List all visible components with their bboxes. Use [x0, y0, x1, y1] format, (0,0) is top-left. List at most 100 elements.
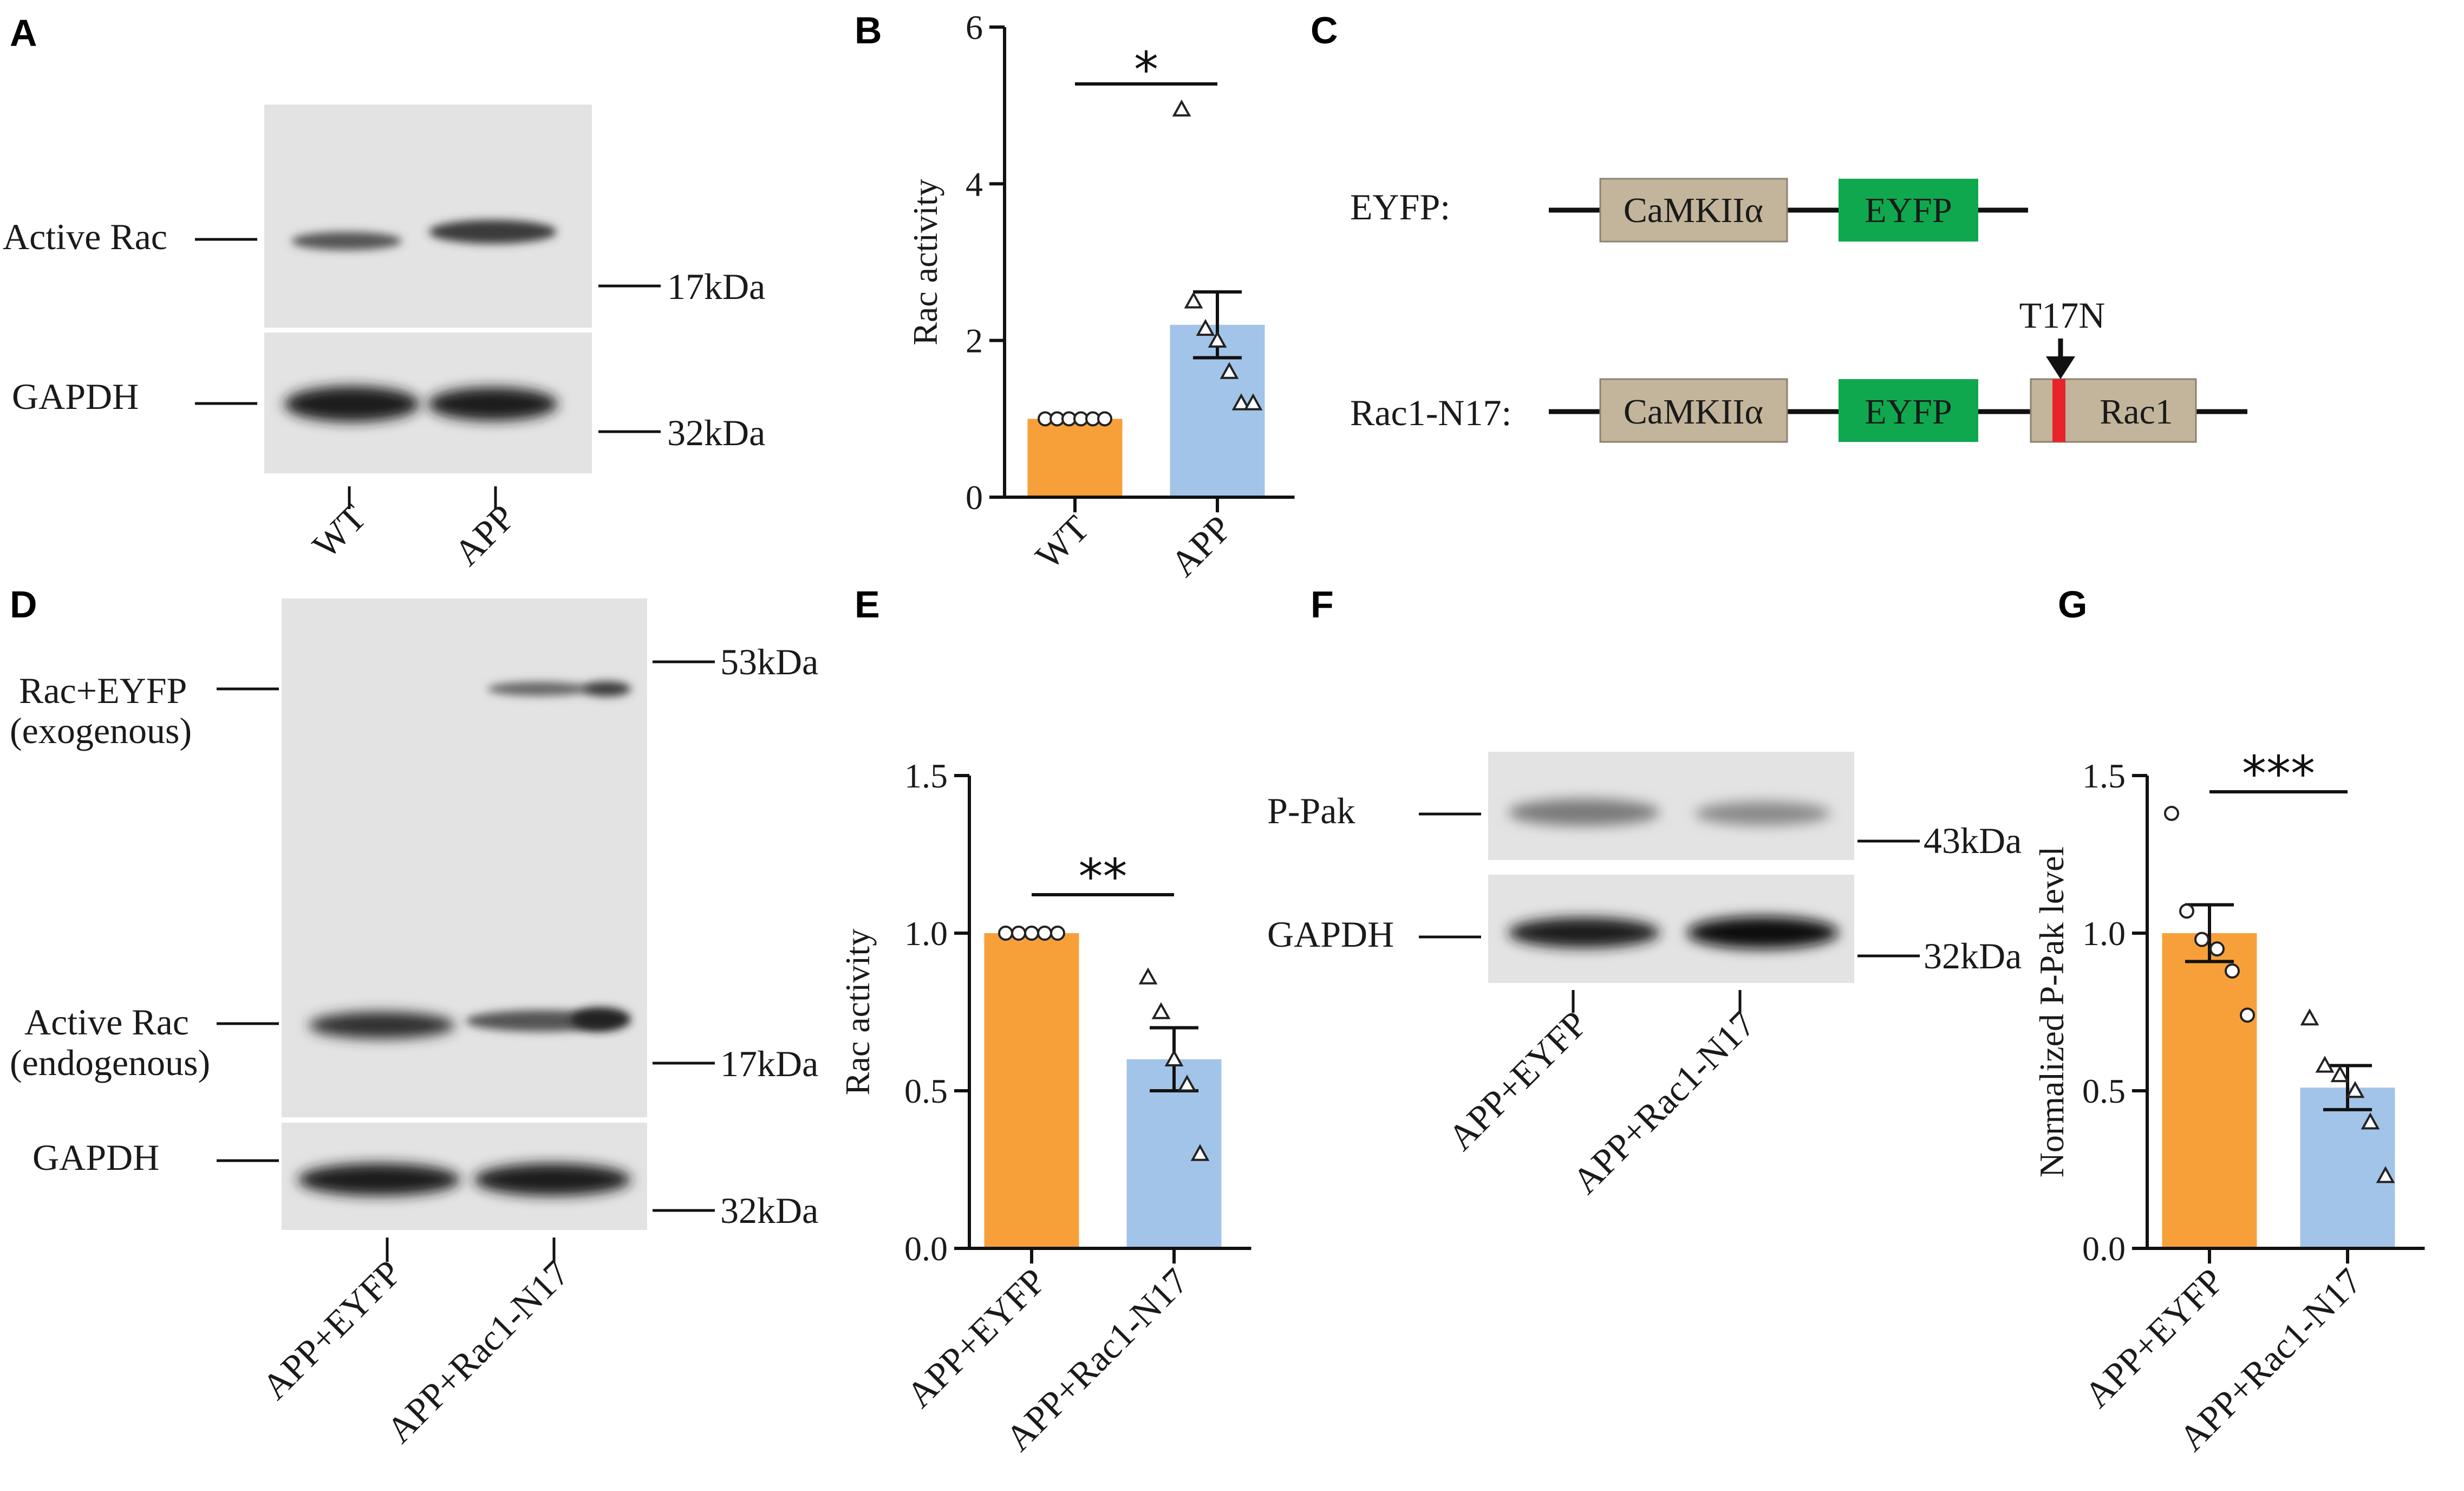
- chart-e-point-1-1: [1151, 1002, 1171, 1019]
- chart-e-point-0-4: [1050, 926, 1065, 941]
- construct-label-eyfp: EYFP:: [1350, 186, 1450, 227]
- band-label-a-active-rac: Active Rac: [3, 216, 167, 257]
- lane-label-a-wt: WT: [304, 497, 374, 566]
- band-label-a-gapdh: GAPDH: [12, 376, 139, 417]
- chart-g-point-0-1: [2179, 903, 2194, 919]
- chart-e-point-1-3: [1177, 1075, 1197, 1092]
- chart-g-bar-1: [2300, 1088, 2395, 1248]
- chart-g-bar-0: [2162, 933, 2257, 1248]
- chart-e-ytick-label-2: 1.0: [904, 914, 948, 953]
- chart-g-ppak-level: 0.00.51.01.5APP+EYFPAPP+Rac1-N17Normaliz…: [2032, 746, 2425, 1459]
- chart-b-xtick-label-0: WT: [1027, 507, 1097, 577]
- band-label-d-endogenous: (endogenous): [10, 1042, 210, 1083]
- chart-g-point-0-2: [2194, 932, 2209, 947]
- chart-g-point-0-3: [2209, 941, 2225, 957]
- construct-rac1-n17-rac1-label: Rac1: [2100, 392, 2173, 432]
- chart-b-point-1-0: [1172, 99, 1191, 117]
- panel-letter-d: D: [10, 583, 37, 626]
- band-label-d-rac-eyfp: Rac+EYFP: [19, 670, 187, 711]
- chart-g-significance-stars: ***: [2242, 746, 2315, 803]
- mw-marker-d-32: 32kDa: [720, 1190, 818, 1231]
- chart-g-ytick-label-1: 0.5: [2082, 1072, 2126, 1110]
- band-a-app-gapdh: [428, 387, 558, 421]
- mw-marker-a-32: 32kDa: [667, 412, 765, 453]
- band-d-eyfp-gapdh: [298, 1163, 460, 1196]
- chart-e-point-0-0: [998, 926, 1013, 941]
- mw-marker-d-53: 53kDa: [720, 641, 818, 682]
- chart-g-point-1-1: [2315, 1056, 2335, 1073]
- chart-g-ylabel: Normalized P-Pak level: [2032, 847, 2071, 1177]
- band-a-wt-gapdh: [284, 386, 420, 422]
- band-d-eyfp-active-rac: [309, 1012, 455, 1039]
- chart-e-ytick-label-3: 1.5: [904, 757, 948, 795]
- construct-rac1-n17-camk-box: [1599, 378, 1788, 443]
- chart-b-ylabel: Rac activity: [906, 179, 944, 345]
- band-d-rac1-n17-exogenous-edge: [582, 681, 631, 696]
- chart-e-bar-0: [984, 933, 1079, 1248]
- chart-e-significance-stars: **: [1079, 849, 1127, 906]
- band-label-d-active-rac: Active Rac: [24, 1001, 189, 1043]
- mw-marker-f-32: 32kDa: [1924, 935, 2022, 976]
- band-label-d-gapdh: GAPDH: [32, 1137, 159, 1178]
- mw-marker-f-43: 43kDa: [1924, 820, 2022, 861]
- chart-e-point-0-3: [1037, 926, 1052, 941]
- band-label-f-gapdh: GAPDH: [1267, 914, 1394, 955]
- chart-g-ytick-label-3: 1.5: [2082, 757, 2126, 795]
- chart-e-point-0-1: [1011, 926, 1026, 941]
- chart-g-point-0-4: [2225, 963, 2240, 979]
- panel-d-blot: Rac+EYFP (exogenous) Active Rac (endogen…: [10, 598, 818, 1451]
- band-a-app-active-rac: [429, 220, 557, 244]
- band-f-rac1-n17-gapdh: [1687, 916, 1839, 949]
- chart-e-point-1-4: [1190, 1144, 1210, 1161]
- mw-marker-a-17: 17kDa: [667, 266, 765, 307]
- chart-e-ytick-label-0: 0.0: [904, 1229, 948, 1268]
- band-f-eyfp-ppak: [1508, 799, 1660, 826]
- chart-e-ylabel: Rac activity: [838, 929, 877, 1095]
- chart-g-point-1-3: [2345, 1080, 2365, 1098]
- chart-b-point-1-2: [1196, 318, 1215, 336]
- panel-f-blot: P-Pak GAPDH 43kDa 32kDa APP+EYFP APP+Rac…: [1267, 752, 2022, 1202]
- panel-letter-a: A: [10, 12, 37, 54]
- chart-b-ytick-label-1: 2: [966, 322, 983, 360]
- mw-marker-d-17: 17kDa: [720, 1043, 818, 1084]
- chart-e-ytick-label-1: 0.5: [904, 1072, 948, 1110]
- band-d-rac1-n17-exogenous: [487, 682, 590, 696]
- chart-b-ytick-label-3: 6: [966, 8, 983, 47]
- blot-a-active-rac-membrane: [264, 105, 592, 328]
- blot-d-rac-membrane: [282, 598, 647, 1117]
- construct-eyfp-camk-label: CaMKIIα: [1624, 191, 1763, 230]
- band-d-rac1-n17-active-rac-edge: [571, 1007, 631, 1031]
- band-f-rac1-n17-ppak: [1695, 802, 1830, 825]
- chart-b-ytick-label-0: 0: [966, 478, 983, 517]
- mutation-site-marker: [2052, 379, 2065, 442]
- construct-label-rac1-n17: Rac1-N17:: [1350, 392, 1511, 433]
- band-d-rac1-n17-gapdh: [474, 1163, 631, 1196]
- chart-g-point-0-0: [2164, 805, 2179, 821]
- chart-b-bar-0: [1027, 419, 1123, 497]
- chart-g-point-1-0: [2300, 1008, 2319, 1026]
- chart-g-point-1-4: [2361, 1112, 2380, 1130]
- panel-a-blot: Active Rac GAPDH 17kDa 32kDa WT APP: [3, 105, 765, 574]
- lane-label-a-app: APP: [446, 497, 523, 574]
- band-label-d-exogenous: (exogenous): [10, 710, 192, 751]
- chart-b-point-1-1: [1184, 291, 1203, 309]
- construct-rac1-n17-eyfp-box: [1839, 379, 1978, 442]
- mutation-label: T17N: [2019, 295, 2106, 336]
- panel-letter-g: G: [2058, 583, 2087, 626]
- chart-b-point-1-5: [1231, 393, 1251, 411]
- chart-b-rac-activity: 0 2 4 6 WT APP Rac activity *: [906, 8, 1295, 584]
- construct-rac1-n17-camk-label: CaMKIIα: [1624, 392, 1763, 432]
- construct-eyfp-eyfp-label: EYFP: [1865, 191, 1952, 230]
- band-a-wt-active-rac: [291, 232, 402, 250]
- panel-letter-f: F: [1311, 583, 1334, 626]
- chart-e-xtick-label-0: APP+EYFP: [898, 1260, 1054, 1416]
- chart-b-ytick-label-2: 4: [966, 165, 983, 203]
- band-label-f-ppak: P-Pak: [1267, 790, 1355, 831]
- chart-g-ytick-label-0: 0.0: [2082, 1229, 2126, 1268]
- lane-label-d-eyfp: APP+EYFP: [254, 1252, 409, 1408]
- chart-b-significance-stars: *: [1134, 42, 1158, 99]
- chart-b-point-1-3: [1208, 330, 1227, 348]
- panel-c-constructs: EYFP: CaMKIIα EYFP Rac1-N17: CaMKIIα EYF…: [1350, 178, 2247, 443]
